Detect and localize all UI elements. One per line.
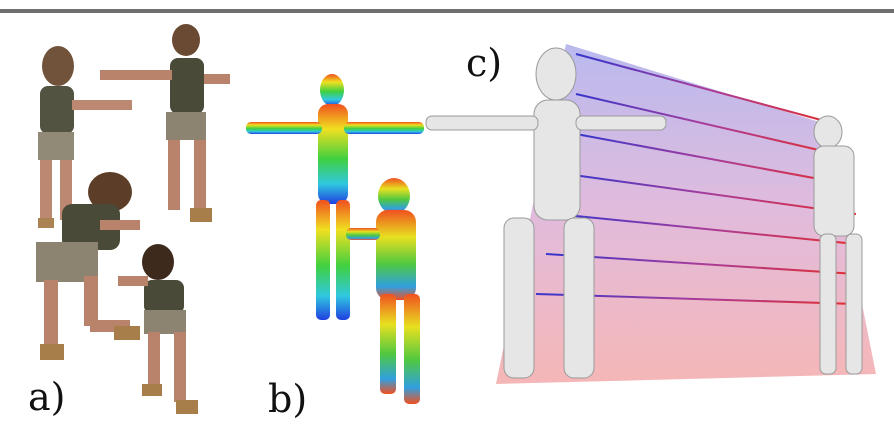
actor-frame-2 <box>100 24 230 222</box>
colored-meshes <box>246 74 424 404</box>
panel-b-meshes <box>232 14 464 428</box>
panel-c-correspondences <box>416 14 894 428</box>
correspondence-visualization <box>425 44 876 384</box>
panel-a-photos <box>0 14 232 428</box>
panel-label-b: b) <box>268 377 308 421</box>
actor-frame-4 <box>118 244 198 414</box>
panel-label-a: a) <box>28 375 66 419</box>
mesh-source <box>813 115 863 375</box>
actor-frame-1 <box>38 46 132 228</box>
top-rule <box>0 9 894 13</box>
panel-label-c: c) <box>466 41 503 85</box>
mesh-crouching <box>346 178 420 404</box>
actor-photos <box>36 24 230 414</box>
actor-frame-3 <box>36 172 140 360</box>
mesh-standing <box>246 74 424 320</box>
mesh-target <box>425 47 667 379</box>
